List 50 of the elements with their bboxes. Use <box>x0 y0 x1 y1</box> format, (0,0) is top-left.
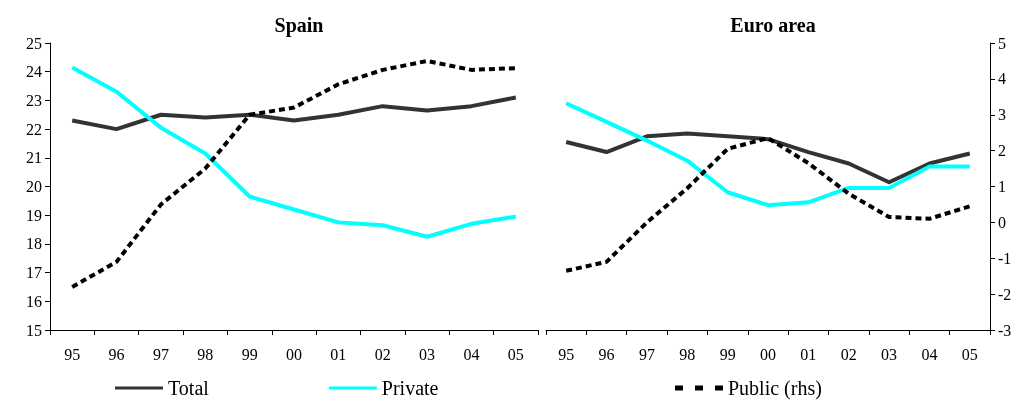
legend-label: Private <box>381 377 439 399</box>
y2-tick-label: 3 <box>998 106 1006 124</box>
x-tick-label: 96 <box>108 345 125 363</box>
y2-tick-label: 0 <box>998 213 1006 231</box>
legend-label: Public (rhs) <box>728 377 822 400</box>
y-tick-label: 25 <box>26 34 42 52</box>
x-tick-label: 96 <box>598 345 615 363</box>
y2-tick-label: 2 <box>998 142 1006 160</box>
x-tick-label: 02 <box>840 345 857 363</box>
y-tick-label: 16 <box>26 292 42 310</box>
y-tick-label: 23 <box>26 91 42 109</box>
y2-tick-label: -1 <box>998 249 1012 267</box>
x-tick-label: 97 <box>152 345 169 363</box>
y2-tick-label: 4 <box>998 70 1006 88</box>
y-tick-label: 24 <box>26 63 42 81</box>
chart-title: Spain <box>274 14 324 37</box>
line-series <box>564 136 972 273</box>
chart-title: Euro area <box>730 14 816 36</box>
y2-tick-label: -2 <box>998 285 1012 303</box>
y-tick-label: 17 <box>26 264 42 282</box>
x-tick-label: 01 <box>800 345 817 363</box>
x-tick-label: 95 <box>64 345 81 363</box>
legend-label: Total <box>168 377 210 399</box>
y-tick-label: 18 <box>26 235 42 253</box>
y-tick-label: 19 <box>26 206 42 224</box>
y-tick-label: 20 <box>26 178 42 195</box>
x-tick-label: 97 <box>638 345 655 363</box>
y-tick-label: 21 <box>26 149 42 167</box>
x-tick-label: 02 <box>374 345 391 363</box>
line-series <box>70 95 518 132</box>
x-tick-label: 95 <box>558 345 575 363</box>
x-tick-label: 04 <box>463 345 480 363</box>
y-tick-label: 22 <box>26 120 42 138</box>
x-tick-label: 98 <box>197 345 214 363</box>
x-tick-label: 98 <box>679 345 696 363</box>
y-tick-label: 15 <box>26 321 42 339</box>
y2-tick-label: -3 <box>998 321 1012 339</box>
y2-tick-label: 5 <box>998 34 1006 52</box>
line-series <box>70 65 518 239</box>
x-tick-label: 00 <box>760 345 776 363</box>
y2-tick-label: 1 <box>998 178 1006 195</box>
x-tick-label: 04 <box>921 345 938 363</box>
x-tick-label: 03 <box>419 345 436 363</box>
x-tick-label: 03 <box>881 345 898 363</box>
x-tick-label: 99 <box>719 345 736 363</box>
x-tick-label: 01 <box>330 345 347 363</box>
x-tick-label: 00 <box>286 345 302 363</box>
x-tick-label: 05 <box>507 345 524 363</box>
x-tick-label: 05 <box>961 345 978 363</box>
x-tick-label: 99 <box>241 345 258 363</box>
